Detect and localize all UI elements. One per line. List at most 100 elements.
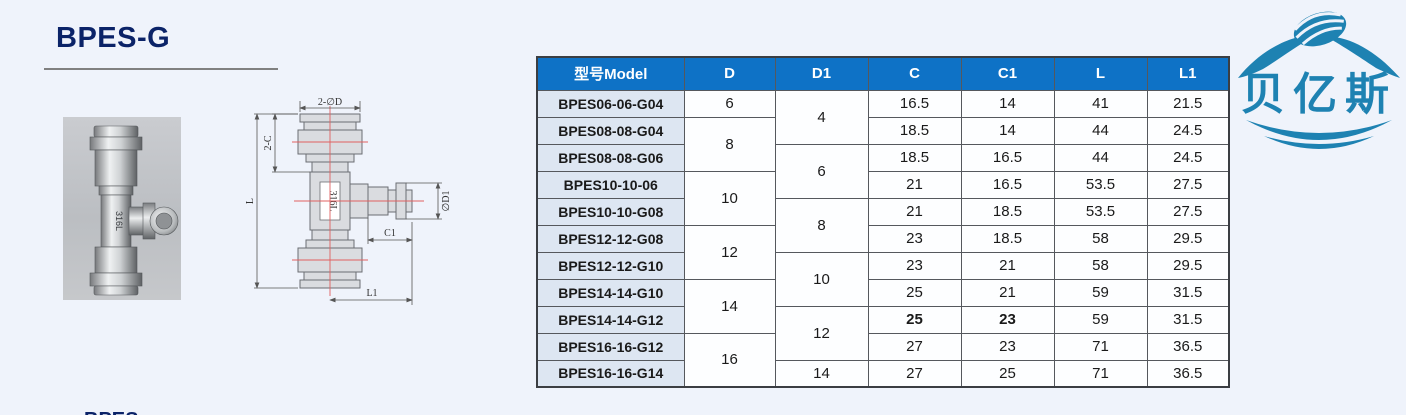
product-photo: 316L xyxy=(63,117,181,300)
c1-cell: 16.5 xyxy=(960,170,1055,199)
col-header-c: C xyxy=(867,56,962,91)
l1-cell: 27.5 xyxy=(1146,197,1230,226)
logo-bottom-swoosh-2 xyxy=(1264,136,1374,149)
d-cell: 16 xyxy=(683,332,776,388)
logo-right-wing xyxy=(1327,36,1400,78)
model-cell: BPES12-12-G08 xyxy=(536,224,685,253)
technical-drawing: 316L 2-∅D 2-C L xyxy=(242,97,462,320)
c-cell: 23 xyxy=(867,224,962,253)
l1-cell: 36.5 xyxy=(1146,359,1230,388)
table-header-row: 型号Model D D1 C C1 L L1 xyxy=(536,56,1230,91)
logo-shell-lines xyxy=(1293,12,1344,46)
dimension-lines xyxy=(254,101,442,305)
l1-cell: 29.5 xyxy=(1146,251,1230,280)
c1-cell: 23 xyxy=(960,305,1055,334)
model-cell: BPES06-06-G04 xyxy=(536,89,685,118)
table-row: BPES14-14-G12 12 25 23 59 31.5 xyxy=(536,305,1230,361)
photo-engraving-316l: 316L xyxy=(114,211,124,231)
l1-cell: 24.5 xyxy=(1146,143,1230,172)
c1-cell: 16.5 xyxy=(960,143,1055,172)
d1-cell: 6 xyxy=(774,143,869,199)
l-cell: 41 xyxy=(1053,89,1148,118)
l-cell: 44 xyxy=(1053,116,1148,145)
c-cell: 27 xyxy=(867,332,962,361)
col-header-model: 型号Model xyxy=(536,56,685,91)
c1-cell: 21 xyxy=(960,278,1055,307)
col-header-l: L xyxy=(1053,56,1148,91)
l1-cell: 21.5 xyxy=(1146,89,1230,118)
d-cell: 14 xyxy=(683,278,776,334)
c1-cell: 14 xyxy=(960,116,1055,145)
c-cell: 18.5 xyxy=(867,116,962,145)
l-cell: 58 xyxy=(1053,224,1148,253)
table-row: BPES06-06-G04 6 4 16.5 14 41 21.5 xyxy=(536,89,1230,145)
model-cell: BPES14-14-G12 xyxy=(536,305,685,334)
d-cell: 10 xyxy=(683,170,776,226)
c1-cell: 18.5 xyxy=(960,197,1055,226)
d1-cell: 4 xyxy=(774,89,869,145)
model-cell: BPES12-12-G10 xyxy=(536,251,685,280)
model-cell: BPES16-16-G14 xyxy=(536,359,685,388)
model-cell: BPES10-10-G08 xyxy=(536,197,685,226)
centerlines xyxy=(292,106,424,296)
l1-cell: 31.5 xyxy=(1146,278,1230,307)
dim-label-d1: ∅D1 xyxy=(441,191,452,212)
col-header-d1: D1 xyxy=(774,56,869,91)
dim-label-c1: C1 xyxy=(384,228,396,239)
c-cell: 25 xyxy=(867,305,962,334)
tee-fitting-photo xyxy=(89,125,179,296)
c1-cell: 21 xyxy=(960,251,1055,280)
page-title: BPES-G xyxy=(56,22,171,54)
table-row: BPES10-10-06 10 21 16.5 53.5 27.5 xyxy=(536,170,1230,226)
table-row: BPES08-08-G06 6 18.5 16.5 44 24.5 xyxy=(536,143,1230,199)
c1-cell: 18.5 xyxy=(960,224,1055,253)
l1-cell: 36.5 xyxy=(1146,332,1230,361)
l1-cell: 29.5 xyxy=(1146,224,1230,253)
c-cell: 25 xyxy=(867,278,962,307)
c1-cell: 23 xyxy=(960,332,1055,361)
brand-logo: 贝亿斯 xyxy=(1234,2,1404,152)
table-row: BPES08-08-G04 8 18.5 14 44 24.5 xyxy=(536,116,1230,172)
dim-label-2-od: 2-∅D xyxy=(318,98,342,108)
c1-cell: 25 xyxy=(960,359,1055,388)
l1-cell: 27.5 xyxy=(1146,170,1230,199)
col-header-d: D xyxy=(683,56,776,91)
model-cell: BPES08-08-G06 xyxy=(536,143,685,172)
spec-table: 型号Model D D1 C C1 L L1 BPES06-06-G04 6 4… xyxy=(536,56,1230,388)
c-cell: 16.5 xyxy=(867,89,962,118)
table-row: BPES14-14-G10 14 25 21 59 31.5 xyxy=(536,278,1230,334)
l-cell: 53.5 xyxy=(1053,170,1148,199)
d-cell: 12 xyxy=(683,224,776,280)
c-cell: 27 xyxy=(867,359,962,388)
c-cell: 21 xyxy=(867,197,962,226)
dim-label-l1: L1 xyxy=(366,288,377,299)
l-cell: 71 xyxy=(1053,332,1148,361)
l-cell: 53.5 xyxy=(1053,197,1148,226)
logo-left-wing xyxy=(1238,34,1316,78)
table-row: BPES10-10-G08 8 21 18.5 53.5 27.5 xyxy=(536,197,1230,253)
c1-cell: 14 xyxy=(960,89,1055,118)
d1-cell: 14 xyxy=(774,359,869,388)
dim-label-2c: 2-C xyxy=(263,135,274,150)
clipped-bottom-heading: BPES xyxy=(84,409,284,415)
table-row: BPES12-12-G08 12 23 18.5 58 29.5 xyxy=(536,224,1230,280)
dim-label-l: L xyxy=(245,198,256,204)
l-cell: 59 xyxy=(1053,305,1148,334)
model-cell: BPES16-16-G12 xyxy=(536,332,685,361)
l1-cell: 31.5 xyxy=(1146,305,1230,334)
logo-text: 贝亿斯 xyxy=(1241,69,1397,120)
table-row: BPES16-16-G14 14 27 25 71 36.5 xyxy=(536,359,1230,388)
c-cell: 23 xyxy=(867,251,962,280)
model-cell: BPES10-10-06 xyxy=(536,170,685,199)
l-cell: 58 xyxy=(1053,251,1148,280)
logo-bottom-swoosh xyxy=(1246,120,1392,140)
col-header-c1: C1 xyxy=(960,56,1055,91)
d1-cell: 10 xyxy=(774,251,869,307)
d1-cell: 12 xyxy=(774,305,869,361)
d1-cell: 8 xyxy=(774,197,869,253)
table-row: BPES12-12-G10 10 23 21 58 29.5 xyxy=(536,251,1230,307)
model-cell: BPES14-14-G10 xyxy=(536,278,685,307)
l-cell: 71 xyxy=(1053,359,1148,388)
c-cell: 21 xyxy=(867,170,962,199)
model-cell: BPES08-08-G04 xyxy=(536,116,685,145)
